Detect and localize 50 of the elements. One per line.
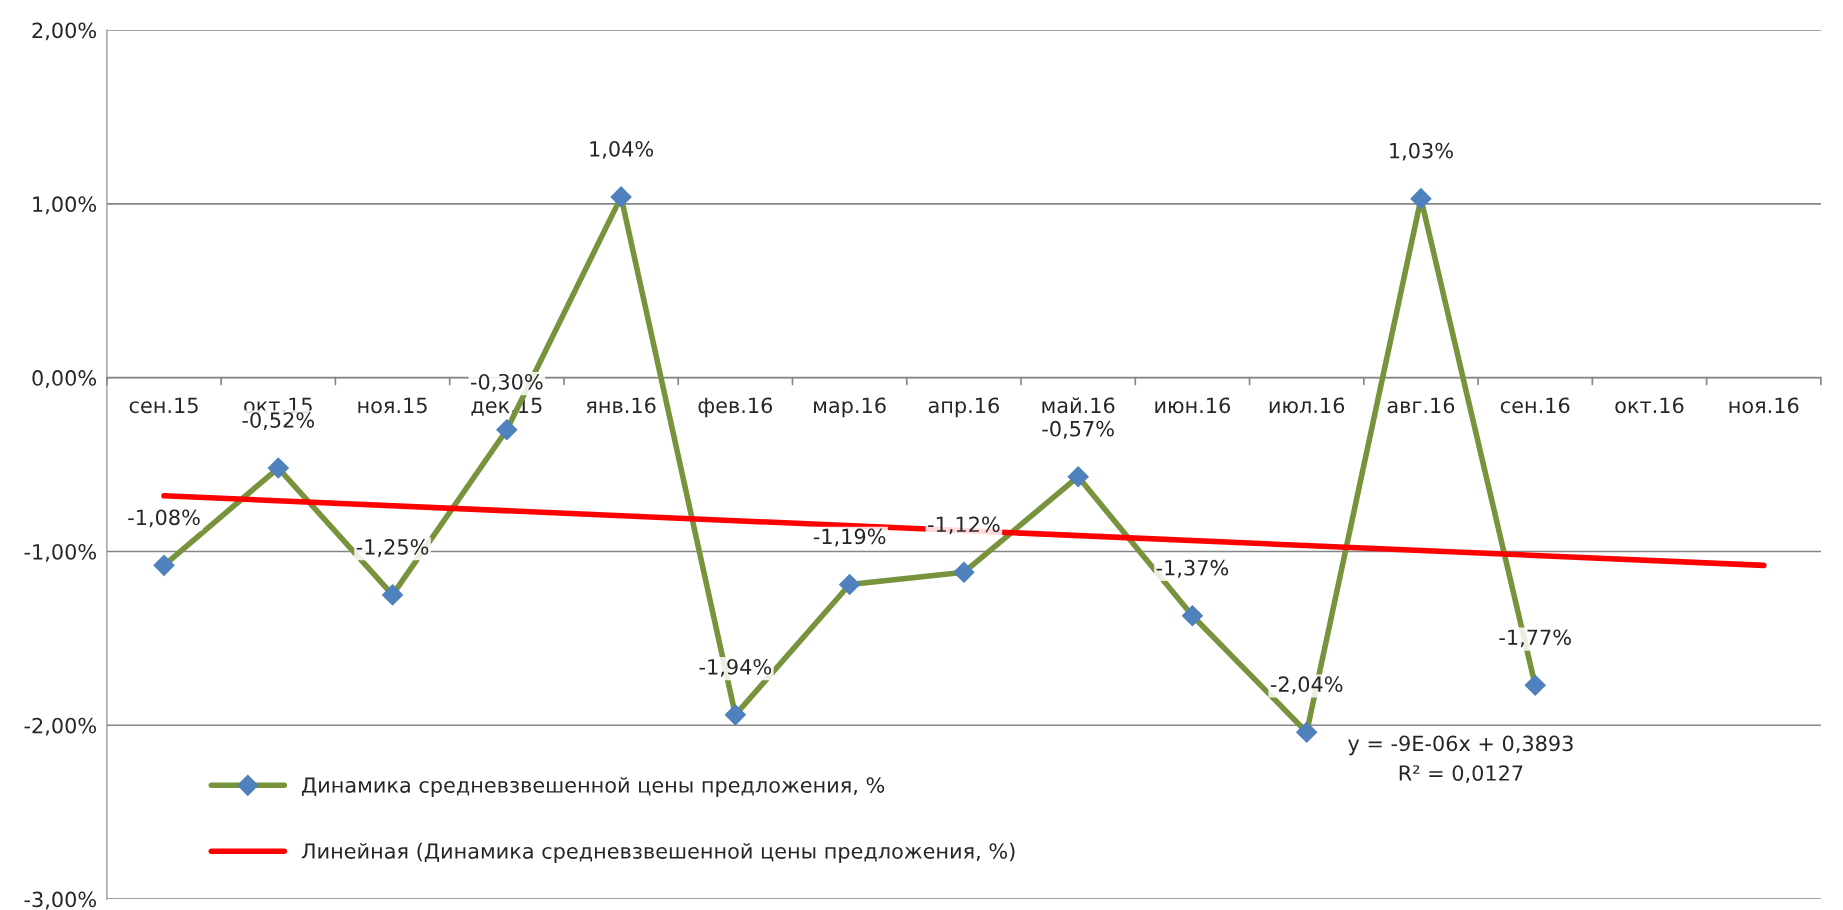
y-tick-label: 2,00%: [32, 22, 97, 41]
data-label: -2,04%: [1270, 676, 1343, 695]
x-tick-label: мар.16: [814, 397, 886, 418]
x-tick-label: янв.16: [586, 397, 656, 414]
x-tick-label: фев.16: [698, 397, 773, 418]
data-label: 1,04%: [590, 140, 654, 159]
x-tick-label: сен.16: [1500, 397, 1570, 414]
point: [1067, 466, 1089, 488]
point: [153, 554, 175, 576]
y-tick-label: -3,00%: [24, 891, 97, 910]
x-tick-label: май.16: [1042, 397, 1115, 414]
data-label: -1,08%: [128, 509, 200, 528]
y-tick-label: -2,00%: [24, 717, 97, 736]
point: [1410, 188, 1432, 210]
data-label: -1,19%: [813, 528, 886, 547]
y-tick-label: 0,00%: [32, 370, 97, 388]
data-label: -1,25%: [356, 539, 429, 557]
point: [1296, 721, 1318, 743]
data-label: -1,77%: [1499, 629, 1571, 648]
data-label: -1,94%: [699, 658, 772, 677]
x-tick-label: окт.16: [1615, 397, 1684, 414]
x-tick-label: апр.16: [928, 397, 999, 418]
point: [382, 584, 404, 606]
y-tick-label: -1,00%: [24, 543, 97, 562]
point: [610, 186, 632, 208]
data-label: -1,12%: [928, 516, 1000, 535]
point: [953, 561, 975, 583]
data-label: -0,52%: [242, 412, 314, 431]
annotation: R² = 0,0127: [1399, 765, 1523, 784]
x-tick-label: авг.16: [1387, 397, 1455, 414]
data-label: -0,30%: [470, 373, 543, 392]
point: [839, 573, 861, 595]
x-tick-label: июл.16: [1269, 397, 1345, 414]
x-tick-label: ноя.16: [1729, 397, 1799, 414]
x-tick-label: окт.15: [244, 397, 312, 414]
annotation: y = -9E-06x + 0,3893: [1348, 735, 1573, 756]
legend-label: Динамика средневзвешенной цены предложения, %: [301, 776, 885, 797]
point: [724, 704, 746, 726]
data-label: 1,03%: [1390, 142, 1453, 161]
point: [267, 457, 289, 479]
x-tick-label: сен.15: [129, 397, 198, 414]
x-tick-label: ноя.15: [358, 397, 427, 414]
data-label: -0,57%: [1042, 420, 1114, 439]
y-tick-label: 1,00%: [33, 196, 97, 215]
data-label: -1,37%: [1156, 559, 1229, 578]
point: [1524, 674, 1546, 696]
x-tick-label: июн.16: [1155, 397, 1231, 414]
point: [496, 419, 518, 441]
legend-label: Линейная (Динамика средневзвешенной цены предложения, %): [301, 842, 1015, 863]
point: [1181, 605, 1203, 627]
